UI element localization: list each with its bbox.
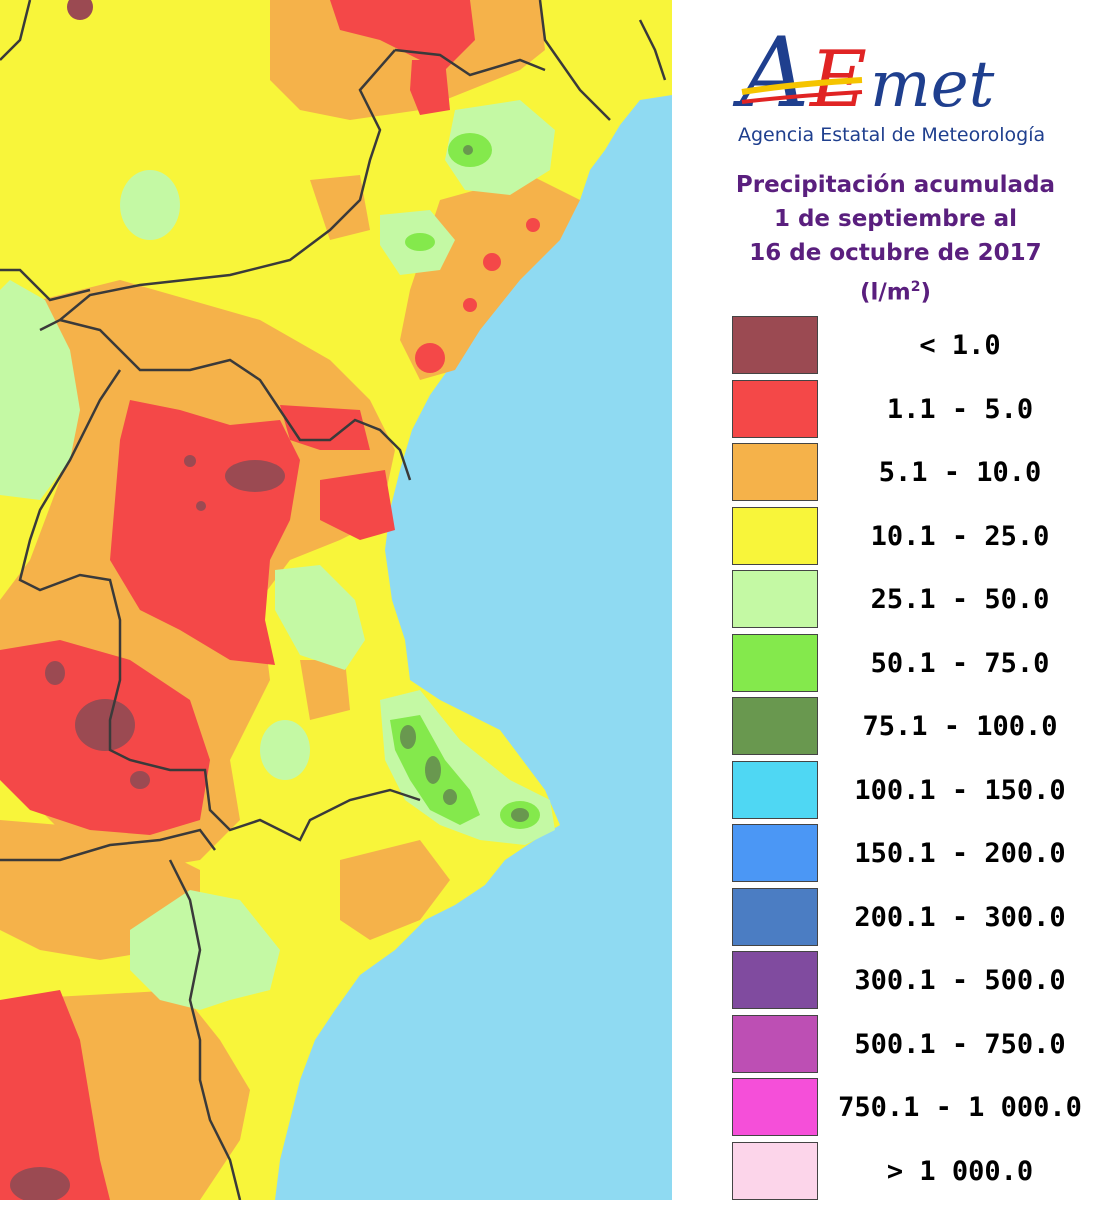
unit-base: (l/m (860, 280, 911, 306)
legend-label: < 1.0 (830, 330, 1090, 361)
legend-swatch (732, 570, 818, 628)
title-line-2: 1 de septiembre al (672, 202, 1119, 236)
legend: < 1.0 1.1 - 5.0 5.1 - 10.0 10.1 - 25.0 25.1 … (732, 316, 1112, 1205)
legend-label: 500.1 - 750.0 (830, 1029, 1090, 1060)
legend-label: 200.1 - 300.0 (830, 902, 1090, 933)
legend-swatch (732, 443, 818, 501)
legend-panel: A E met Agencia Estatal de Meteorología … (672, 0, 1119, 1200)
legend-swatch (732, 761, 818, 819)
precipitation-map (0, 0, 672, 1200)
title-line-1: Precipitación acumulada (672, 168, 1119, 202)
title-line-3: 16 de octubre de 2017 (672, 236, 1119, 270)
legend-swatch (732, 824, 818, 882)
logo-letter-a: A (732, 17, 809, 129)
logo-subtitle: Agencia Estatal de Meteorología (738, 124, 1045, 146)
legend-label: 25.1 - 50.0 (830, 584, 1090, 615)
legend-swatch (732, 888, 818, 946)
legend-label: 5.1 - 10.0 (830, 457, 1090, 488)
unit-end: ) (921, 280, 932, 306)
legend-swatch (732, 1142, 818, 1200)
legend-label: 300.1 - 500.0 (830, 965, 1090, 996)
legend-item: 1.1 - 5.0 (732, 380, 1112, 444)
legend-label: > 1 000.0 (830, 1156, 1090, 1187)
legend-item: 200.1 - 300.0 (732, 888, 1112, 952)
legend-label: 100.1 - 150.0 (830, 775, 1090, 806)
title-unit: (l/m2) (672, 270, 1119, 310)
legend-label: 750.1 - 1 000.0 (830, 1092, 1090, 1123)
legend-label: 10.1 - 25.0 (830, 521, 1090, 552)
legend-item: > 1 000.0 (732, 1142, 1112, 1205)
legend-item: < 1.0 (732, 316, 1112, 380)
logo-letters-met: met (870, 48, 995, 122)
legend-item: 750.1 - 1 000.0 (732, 1078, 1112, 1142)
legend-item: 100.1 - 150.0 (732, 761, 1112, 825)
legend-item: 300.1 - 500.0 (732, 951, 1112, 1015)
legend-item: 5.1 - 10.0 (732, 443, 1112, 507)
legend-item: 75.1 - 100.0 (732, 697, 1112, 761)
map-title: Precipitación acumulada 1 de septiembre … (672, 168, 1119, 310)
unit-sup: 2 (911, 279, 921, 295)
legend-item: 25.1 - 50.0 (732, 570, 1112, 634)
legend-label: 150.1 - 200.0 (830, 838, 1090, 869)
legend-swatch (732, 316, 818, 374)
legend-swatch (732, 507, 818, 565)
legend-swatch (732, 1015, 818, 1073)
legend-swatch (732, 634, 818, 692)
legend-swatch (732, 1078, 818, 1136)
legend-swatch (732, 380, 818, 438)
legend-item: 10.1 - 25.0 (732, 507, 1112, 571)
legend-swatch (732, 951, 818, 1009)
legend-item: 150.1 - 200.0 (732, 824, 1112, 888)
legend-label: 50.1 - 75.0 (830, 648, 1090, 679)
legend-swatch (732, 697, 818, 755)
legend-item: 50.1 - 75.0 (732, 634, 1112, 698)
legend-label: 75.1 - 100.0 (830, 711, 1090, 742)
legend-item: 500.1 - 750.0 (732, 1015, 1112, 1079)
legend-label: 1.1 - 5.0 (830, 394, 1090, 425)
